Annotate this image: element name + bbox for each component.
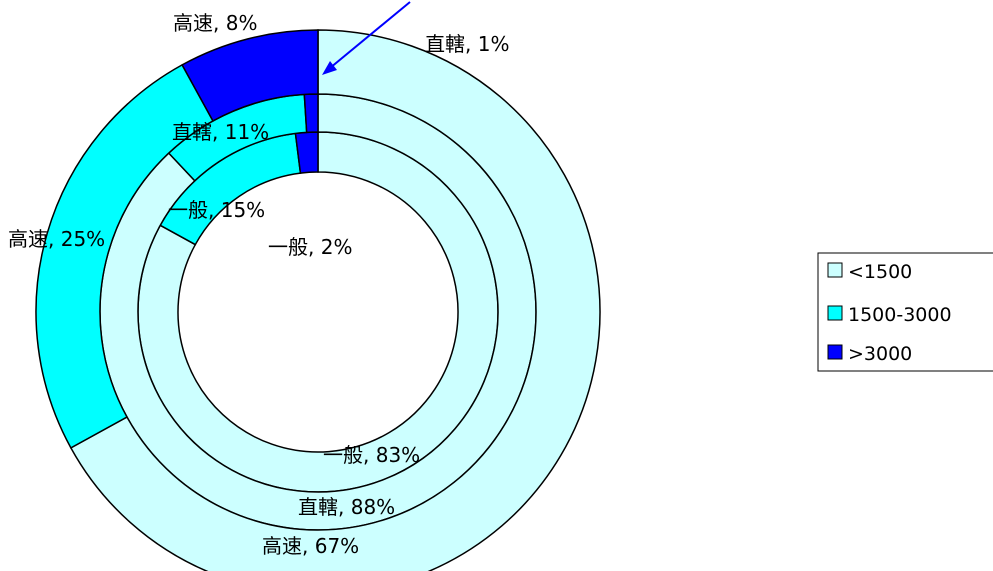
legend-label: <1500 xyxy=(848,261,912,283)
data-label: 高速, 25% xyxy=(8,227,105,251)
donut-segment xyxy=(69,29,601,571)
data-label: 一般, 15% xyxy=(168,198,265,222)
data-label: 高速, 67% xyxy=(262,534,359,558)
data-label: 直轄, 88% xyxy=(298,495,395,519)
legend-label: >3000 xyxy=(848,343,912,365)
data-label: 一般, 2% xyxy=(268,235,352,259)
legend-label: 1500-3000 xyxy=(848,304,952,326)
data-label: 直轄, 11% xyxy=(172,120,269,144)
legend-swatch xyxy=(827,344,843,360)
donut-rings xyxy=(35,29,601,571)
legend-box xyxy=(817,252,993,372)
legend-swatch xyxy=(827,262,843,278)
donut-segment xyxy=(181,29,319,122)
data-label: 直轄, 1% xyxy=(425,32,509,56)
donut-segment xyxy=(303,93,319,134)
data-label: 高速, 8% xyxy=(173,11,257,35)
callout-arrow xyxy=(322,1,411,75)
legend-swatch xyxy=(827,305,843,321)
data-label: 一般, 83% xyxy=(323,443,420,467)
data-labels: 一般, 83% 一般, 15% 一般, 2% 直轄, 88% 直轄, 11% 直… xyxy=(8,11,509,558)
legend: <1500 1500-3000 >3000 xyxy=(817,252,993,372)
